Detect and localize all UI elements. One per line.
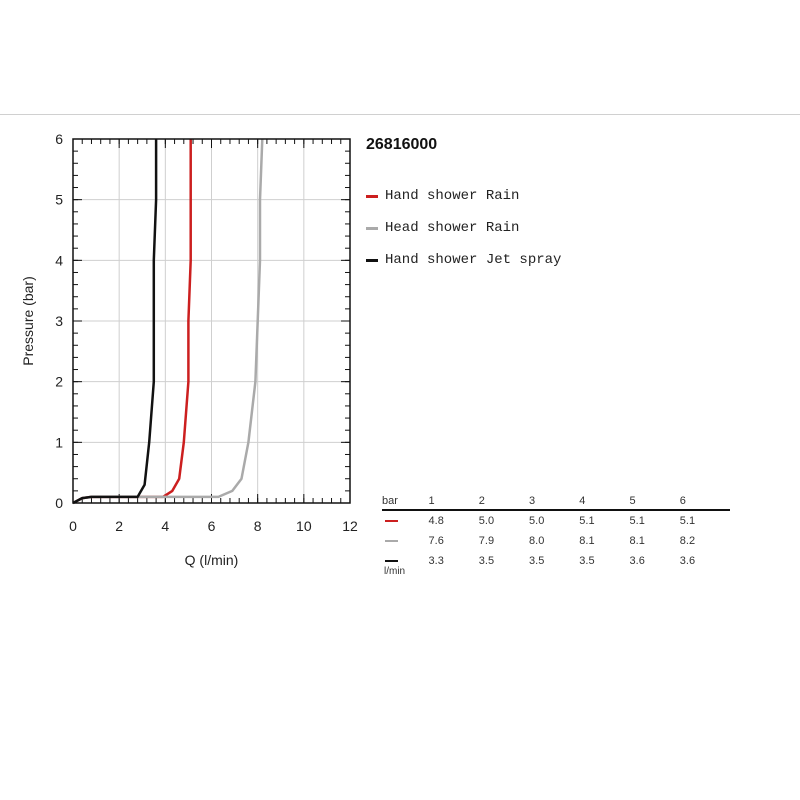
table-cell: 3.6	[679, 555, 696, 567]
row-color-swatch	[385, 560, 398, 562]
y-tick-label: 5	[55, 192, 63, 208]
table-cell: 8.2	[679, 535, 696, 547]
pressure-header: 3	[529, 495, 536, 507]
table-row: 3.3 3.5 3.5 3.5 3.6 3.6	[382, 551, 730, 571]
row-color-swatch	[385, 540, 398, 542]
table-header-row: bar 1 2 3 4 5 6	[382, 494, 730, 511]
table-cell: 7.6	[428, 535, 444, 547]
pressure-header: 5	[629, 495, 636, 507]
y-tick-label: 3	[55, 313, 63, 329]
table-cell: 8.0	[529, 535, 545, 547]
table-cell: 3.5	[529, 555, 545, 567]
table-row: 4.8 5.0 5.0 5.1 5.1 5.1	[382, 511, 730, 531]
plot-frame	[72, 138, 351, 504]
table-cell: 7.9	[478, 535, 495, 547]
legend-label: Hand shower Jet spray	[385, 252, 562, 268]
pressure-header: 2	[478, 495, 485, 507]
table-cell: 3.6	[629, 555, 645, 567]
x-tick-label: 4	[161, 518, 169, 534]
x-axis-label: Q (l/min)	[185, 552, 239, 568]
x-tick-label: 10	[296, 518, 312, 534]
y-tick-label: 1	[55, 434, 63, 450]
legend: Hand shower Rain Head shower Rain Hand s…	[366, 180, 561, 276]
table-cell: 8.1	[629, 535, 645, 547]
series-line-hand-shower-jet-spray	[72, 139, 158, 505]
legend-item-hand-shower-rain: Hand shower Rain	[366, 180, 561, 212]
table-unit-label: l/min	[384, 566, 406, 577]
y-tick-label: 4	[55, 252, 63, 268]
top-divider	[0, 114, 800, 115]
legend-item-hand-shower-jet-spray: Hand shower Jet spray	[366, 244, 561, 276]
table-cell: 3.5	[579, 555, 595, 567]
y-tick-label: 6	[55, 131, 63, 147]
table-head-label: bar	[382, 495, 398, 507]
row-color-swatch	[385, 520, 398, 522]
table-cell: 3.5	[478, 555, 495, 567]
table-cell: 4.8	[428, 515, 444, 527]
x-tick-label: 0	[69, 518, 77, 534]
x-tick-label: 6	[208, 518, 216, 534]
y-tick-label: 0	[55, 495, 63, 511]
table-cell: 8.1	[579, 535, 595, 547]
pressure-header: 1	[428, 495, 435, 507]
legend-swatch	[366, 194, 378, 198]
y-axis-label: Pressure (bar)	[20, 276, 36, 365]
x-tick-label: 12	[342, 518, 358, 534]
flow-rate-table: bar 1 2 3 4 5 6 4.8 5.0 5.0 5.1 5.1 5.1 …	[382, 494, 730, 571]
legend-label: Head shower Rain	[385, 220, 520, 236]
grid-lines	[73, 139, 350, 503]
series-lines	[72, 138, 264, 505]
table-cell: 5.1	[629, 515, 645, 527]
pressure-header: 6	[679, 495, 686, 507]
legend-swatch	[366, 226, 378, 230]
pressure-header: 4	[579, 495, 586, 507]
legend-item-head-shower-rain: Head shower Rain	[366, 212, 561, 244]
y-tick-label: 2	[55, 374, 63, 390]
legend-swatch	[366, 258, 378, 262]
table-cell: 5.0	[478, 515, 495, 527]
table-cell: 5.1	[579, 515, 595, 527]
table-cell: 5.1	[679, 515, 696, 527]
table-row: 7.6 7.9 8.0 8.1 8.1 8.2	[382, 531, 730, 551]
table-cell: 3.3	[428, 555, 444, 567]
x-tick-label: 2	[115, 518, 123, 534]
x-tick-label: 8	[254, 518, 262, 534]
legend-label: Hand shower Rain	[385, 188, 520, 204]
table-cell: 5.0	[529, 515, 545, 527]
model-number: 26816000	[366, 136, 438, 153]
